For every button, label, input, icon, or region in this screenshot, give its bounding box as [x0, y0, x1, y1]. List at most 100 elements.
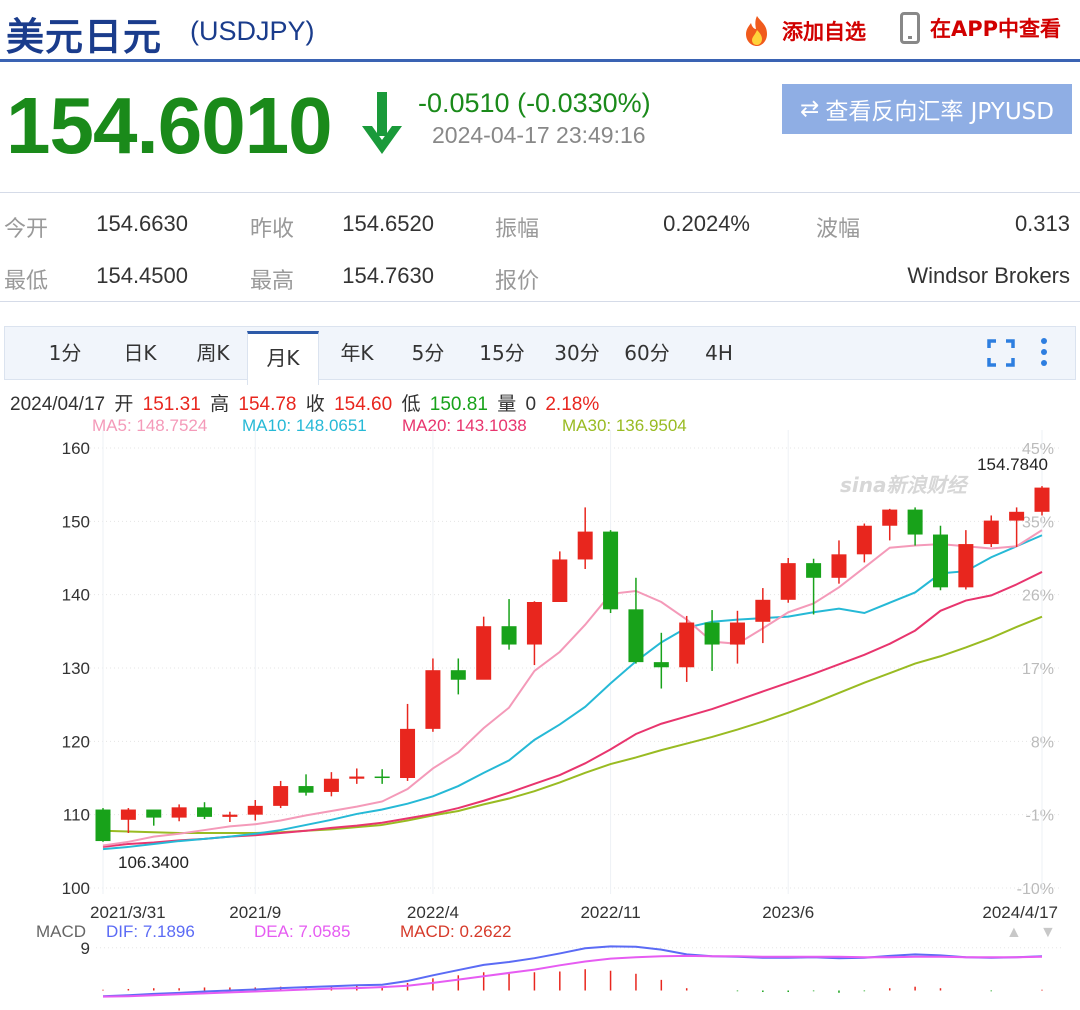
macd-legend: MACD: 0.2622: [400, 922, 512, 941]
candle-body: [298, 786, 314, 793]
phone-icon: [900, 12, 920, 44]
tab-15min[interactable]: 15分: [479, 341, 525, 365]
candle-body: [729, 622, 745, 645]
open-label: 今开: [4, 217, 49, 242]
candle-body: [679, 622, 695, 668]
more-menu-icon[interactable]: [1039, 337, 1049, 367]
tab-30min[interactable]: 30分: [554, 341, 600, 365]
ma5-legend: MA5: 148.7524: [92, 416, 208, 435]
y-tick-label: 120: [62, 732, 90, 751]
macd-chart[interactable]: MACD DIF: 7.1896 DEA: 7.0585 MACD: 0.2622 9 ▲…: [0, 915, 1080, 1010]
reverse-rate-button[interactable]: ⇄ 查看反向汇率 JPYUSD: [782, 84, 1072, 134]
y-tick-label: 100: [62, 879, 90, 898]
info-low: 150.81: [429, 394, 488, 415]
candle-body: [1034, 487, 1050, 512]
high-value: 154.7630: [342, 263, 434, 288]
candle-body: [882, 509, 898, 526]
candle-body: [577, 531, 593, 560]
candle-body: [1009, 511, 1025, 521]
dea-legend: DEA: 7.0585: [254, 922, 350, 941]
tab-weekly[interactable]: 周K: [196, 341, 230, 365]
info-high-label: 高: [210, 394, 230, 415]
macd-y-tick: 9: [81, 939, 90, 958]
ma5-line: [102, 529, 1043, 847]
candle-body: [120, 809, 136, 820]
tab-5min[interactable]: 5分: [411, 341, 445, 365]
tab-daily[interactable]: 日K: [123, 341, 157, 365]
macd-label: MACD: [36, 922, 86, 941]
x-tick-label: 2022/11: [580, 903, 640, 918]
candle-body: [425, 670, 441, 729]
quote-source-value: Windsor Brokers: [907, 263, 1070, 288]
scroll-down-icon: ▼: [1040, 924, 1056, 941]
info-pct: 2.18%: [545, 394, 600, 415]
price-change: -0.0510 (-0.0330%): [418, 88, 651, 118]
candle-body: [907, 509, 923, 535]
dif-legend: DIF: 7.1896: [106, 922, 195, 941]
candle-body: [704, 622, 720, 645]
dea-line: [102, 954, 1043, 998]
symbol-code: (USDJPY): [190, 16, 315, 46]
candle-body: [323, 778, 339, 792]
candle-body: [146, 809, 162, 818]
add-favorite-button[interactable]: 添加自选: [740, 14, 866, 48]
open-value: 154.6630: [96, 211, 188, 236]
tab-60min[interactable]: 60分: [624, 341, 670, 365]
pct-tick-label: 45%: [1022, 441, 1054, 458]
candle-body: [552, 559, 568, 602]
candle-body: [450, 670, 466, 680]
candlestick-chart[interactable]: 16015014013012011010045%35%26%17%8%-1%-1…: [0, 430, 1080, 918]
quote-timestamp: 2024-04-17 23:49:16: [432, 122, 646, 148]
ma30-legend: MA30: 136.9504: [562, 416, 687, 435]
tab-1min[interactable]: 1分: [48, 341, 82, 365]
candle-body: [932, 534, 948, 588]
candle-body: [628, 609, 644, 663]
tab-4h[interactable]: 4H: [705, 341, 733, 365]
candle-body: [171, 807, 187, 818]
add-favorite-label: 添加自选: [782, 20, 866, 44]
candle-body: [603, 531, 619, 610]
candle-body: [958, 544, 974, 588]
view-in-app-button[interactable]: 在APP中查看: [900, 12, 1061, 44]
info-close-label: 收: [305, 394, 325, 415]
flame-icon: [746, 16, 767, 46]
y-tick-label: 160: [62, 439, 90, 458]
candle-body: [476, 626, 492, 680]
candle-body: [501, 626, 517, 645]
fullscreen-icon[interactable]: [987, 339, 1015, 367]
candle-body: [755, 599, 771, 622]
candle-body: [653, 662, 669, 668]
range-label: 波幅: [816, 217, 861, 242]
ma10-legend: MA10: 148.0651: [242, 416, 367, 435]
x-tick-label: 2023/6: [762, 903, 814, 918]
info-vol: 0: [525, 394, 537, 415]
max-price-label: 154.7840: [977, 455, 1048, 474]
info-vol-label: 量: [497, 394, 517, 415]
pct-tick-label: 17%: [1022, 661, 1054, 678]
dif-line: [102, 945, 1043, 998]
candle-body: [856, 525, 872, 555]
scroll-up-icon: ▲: [1006, 924, 1022, 941]
candle-body: [400, 728, 416, 778]
period-tabs: 1分 日K 周K 月K 年K 5分 15分 30分 60分 4H: [4, 326, 1076, 385]
x-tick-label: 2021/3/31: [90, 903, 166, 918]
tab-yearly[interactable]: 年K: [340, 341, 374, 365]
page-title: 美元日元: [6, 15, 163, 59]
tab-monthly[interactable]: 月K: [247, 331, 319, 385]
amplitude-value: 0.2024%: [663, 211, 750, 236]
info-open-label: 开: [114, 394, 134, 415]
candle-body: [349, 776, 365, 779]
candle-body: [831, 554, 847, 578]
candle-body: [780, 563, 796, 600]
x-tick-label: 2024/4/17: [982, 903, 1058, 918]
view-in-app-label: 在APP中查看: [930, 17, 1062, 41]
candle-body: [983, 520, 999, 545]
info-open: 151.31: [142, 394, 201, 415]
amplitude-label: 振幅: [495, 217, 540, 242]
info-date: 2024/04/17: [10, 394, 106, 415]
info-low-label: 低: [401, 394, 421, 415]
quote-source-label: 报价: [495, 269, 540, 294]
candle-body: [197, 807, 213, 817]
x-tick-label: 2021/9: [229, 903, 281, 918]
pct-tick-label: 26%: [1022, 588, 1054, 605]
